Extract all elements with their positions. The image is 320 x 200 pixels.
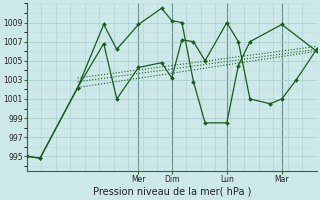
X-axis label: Pression niveau de la mer( hPa ): Pression niveau de la mer( hPa )	[92, 187, 251, 197]
